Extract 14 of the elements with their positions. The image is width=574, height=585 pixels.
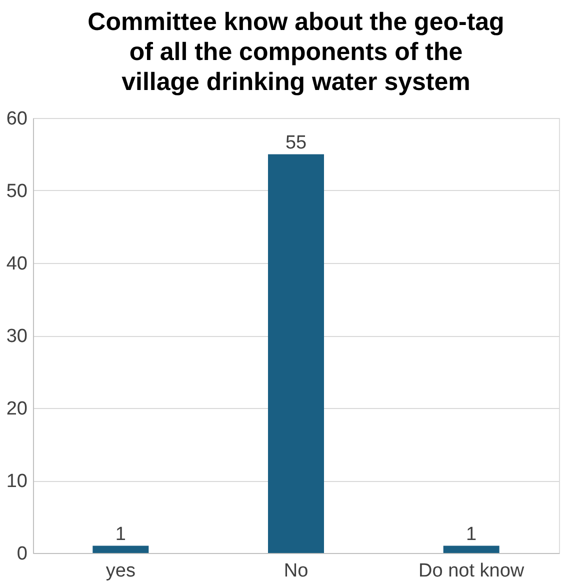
y-tick-label: 40 bbox=[6, 254, 28, 274]
y-tick-label: 30 bbox=[6, 326, 28, 347]
y-tick-label: 20 bbox=[6, 398, 28, 420]
y-tick-label: 10 bbox=[6, 471, 28, 492]
x-tick-label: No bbox=[284, 560, 308, 582]
data-label: 55 bbox=[285, 132, 307, 154]
x-tick-label: Do not know bbox=[418, 560, 524, 582]
data-label: 1 bbox=[466, 524, 477, 545]
x-tick-label: yes bbox=[106, 560, 136, 582]
chart-title: Committee know about the geo-tag of all the components of the village drinking water system bbox=[88, 8, 504, 96]
y-tick-label: 50 bbox=[6, 181, 28, 202]
y-tick-label: 0 bbox=[16, 544, 28, 564]
data-label: 1 bbox=[115, 524, 126, 545]
y-tick-label: 60 bbox=[6, 108, 28, 130]
